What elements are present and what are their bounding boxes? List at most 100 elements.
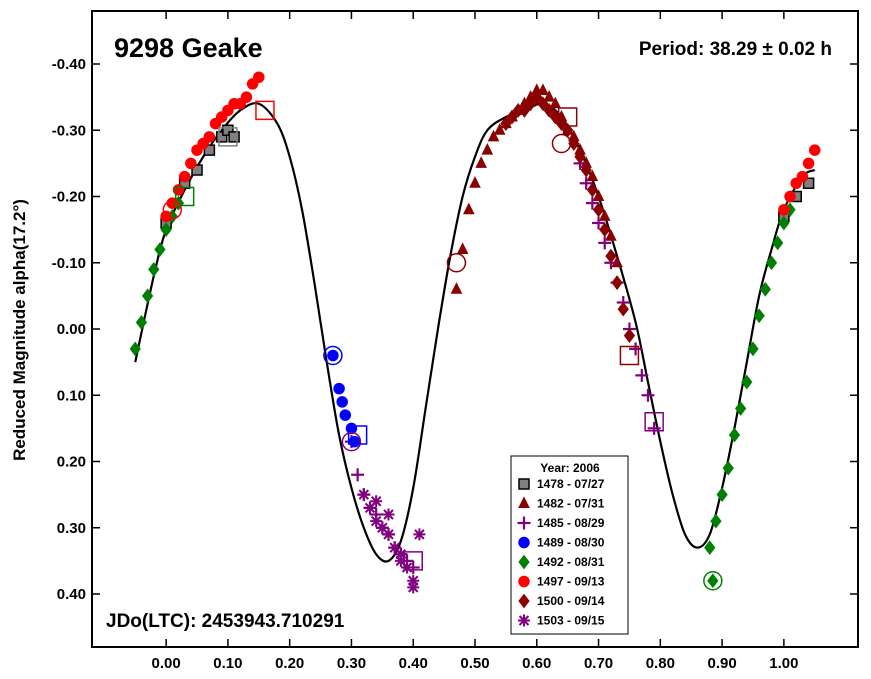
marker-shape [215,131,228,143]
data-point [253,71,265,83]
open-marker [446,253,467,273]
marker-shape [704,540,716,555]
data-point [191,164,203,176]
marker-shape [778,215,790,231]
data-point [796,170,809,183]
y-tick-label: 0.30 [57,520,86,537]
data-point [348,435,361,448]
marker-shape [716,487,728,502]
open-marker [551,133,572,154]
marker-shape [383,509,394,520]
y-tick-label: -0.10 [52,255,86,272]
data-point [481,143,494,155]
plot-area-frame [91,10,859,648]
marker-shape [598,209,611,221]
open-marker [403,551,423,571]
marker-shape [772,235,784,251]
data-point [154,242,166,257]
marker-shape [707,573,719,589]
marker-shape [518,103,531,118]
x-tick-label: 0.60 [522,655,551,672]
data-point [759,281,771,297]
data-point [407,581,420,594]
marker-shape [592,189,605,201]
marker-shape [341,431,362,452]
marker-shape [327,349,339,362]
marker-shape [543,90,555,102]
data-point [469,176,481,188]
y-tick-label: -0.20 [52,189,86,206]
marker-shape [141,288,154,304]
x-tick-label: 0.40 [399,655,428,672]
open-marker [162,200,183,220]
marker-shape [543,103,555,118]
marker-shape [586,169,599,182]
data-point [728,427,741,443]
marker-shape [611,275,623,290]
marker-shape [336,396,348,408]
legend-label: 1492 - 08/31 [537,555,605,569]
marker-shape [339,409,352,421]
marker-shape [617,301,629,317]
data-point [228,131,240,143]
y-tick-label: -0.40 [52,56,86,73]
marker-shape [765,255,778,271]
marker-shape [809,144,821,156]
legend-item: 1500 - 09/14 [518,593,605,609]
x-tick-label: 0.20 [275,655,304,672]
data-point [141,288,154,304]
marker-shape [129,341,141,357]
x-tick-label: 0.80 [646,655,675,672]
data-point [598,209,611,221]
marker-shape [549,96,562,109]
marker-shape [605,229,617,241]
data-point [611,275,623,290]
marker-shape [741,374,753,390]
open-marker [174,186,195,207]
data-point [203,144,216,156]
data-point [203,131,216,143]
legend-marker [518,614,530,627]
data-point [215,131,228,143]
data-point [617,301,629,317]
marker-shape [370,515,382,527]
fit-curve [134,102,816,563]
marker-shape [487,129,500,142]
marker-shape [592,202,605,218]
data-point [802,157,815,170]
marker-shape [185,157,197,170]
data-point [524,96,537,112]
marker-shape [518,478,530,490]
data-point [747,341,759,357]
marker-shape [154,242,166,257]
fit-curve-layer [134,102,816,563]
marker-shape [784,190,796,203]
data-point [336,396,348,408]
marker-shape [586,182,599,198]
data-point [135,315,148,330]
open-marker [619,345,640,366]
marker-shape [446,253,467,273]
open-marker [218,127,238,147]
data-point [413,528,426,541]
period-label: Period: 38.29 ± 0.02 h [639,39,832,60]
marker-shape [802,177,815,189]
x-tick-label: 0.50 [460,655,489,672]
data-point [734,401,747,416]
marker-shape [778,204,790,216]
open-marker [341,431,362,452]
y-tick-label: -0.30 [52,122,86,139]
data-point [710,513,722,529]
data-point [222,124,234,136]
marker-shape [408,582,419,593]
y-tick-label: 0.10 [57,387,86,404]
legend-items: 1478 - 07/27 1482 - 07/31 1485 - 08/29 1489… [517,477,605,628]
data-point [778,215,790,231]
marker-shape [802,157,815,170]
epoch-label: JDo(LTC): 2453943.710291 [106,611,345,632]
marker-shape [162,200,183,220]
marker-shape [518,496,530,508]
marker-shape [644,412,664,432]
legend-label: 1503 - 09/15 [537,614,605,628]
